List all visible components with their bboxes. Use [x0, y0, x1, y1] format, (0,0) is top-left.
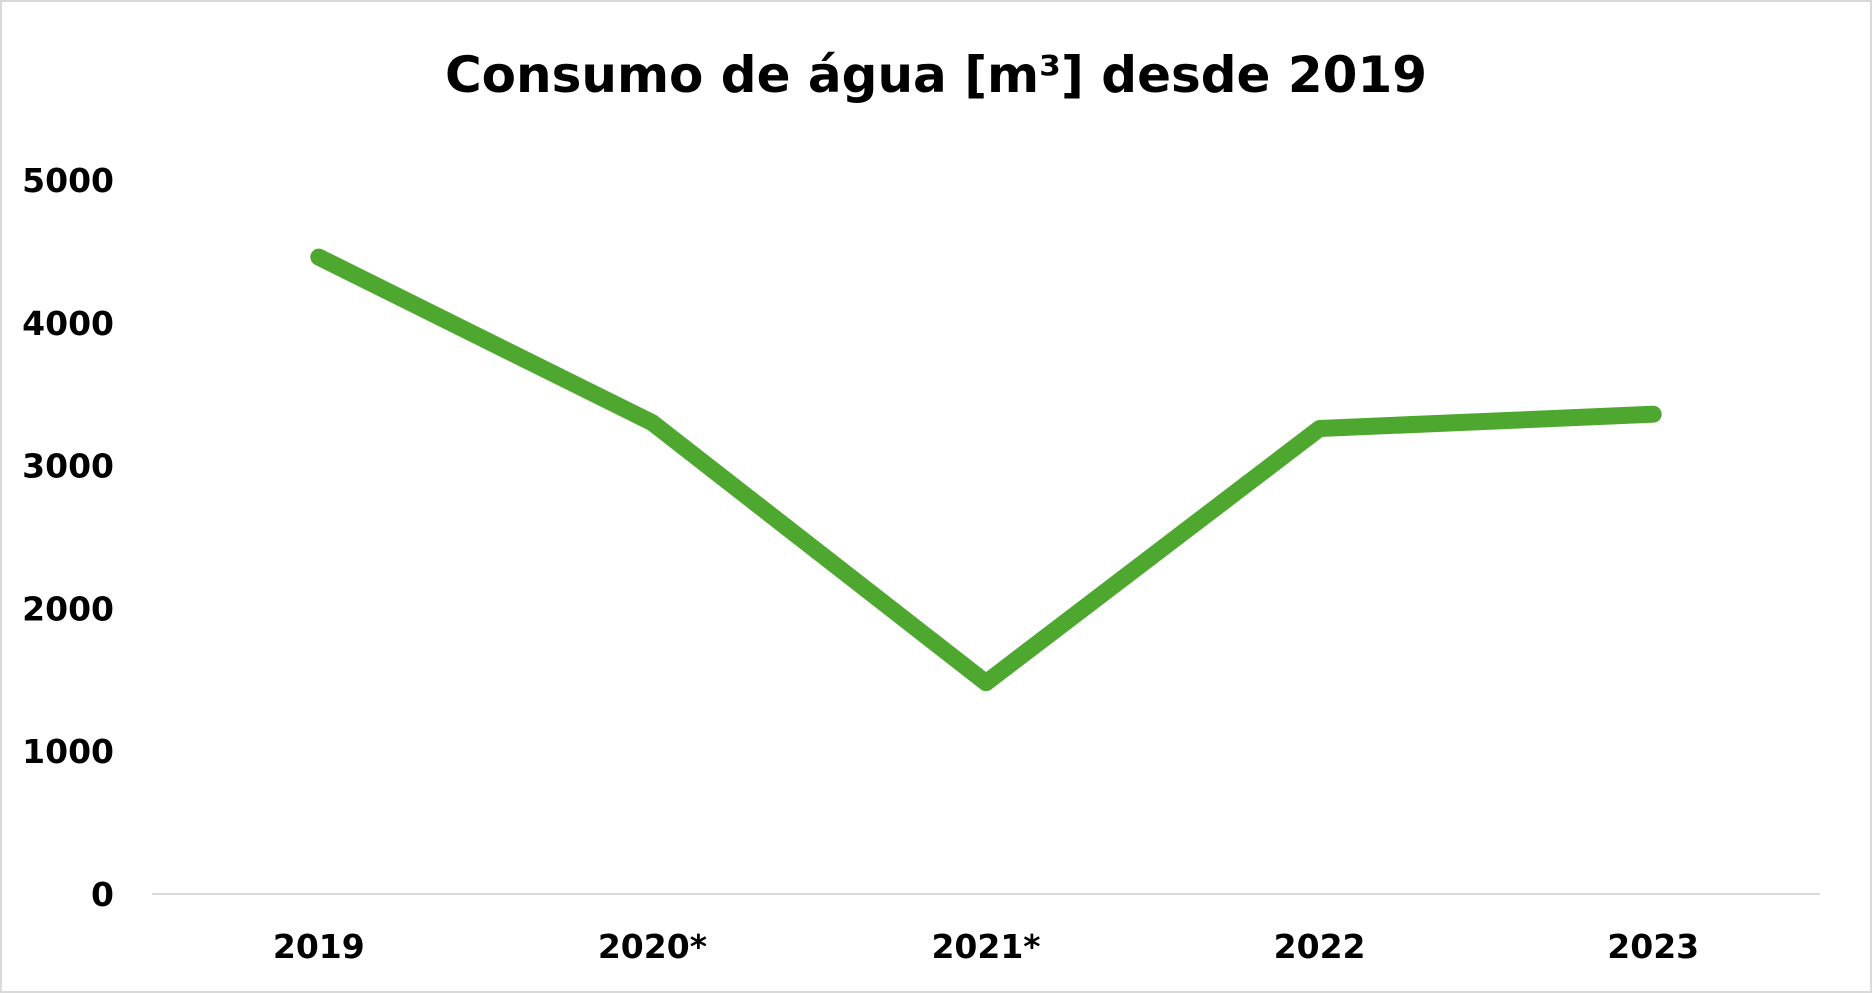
x-tick-label: 2021* [931, 927, 1040, 966]
data-point [1318, 427, 1321, 430]
data-point [985, 681, 987, 684]
series-group [310, 248, 1662, 692]
x-tick-label: 2022 [1274, 927, 1366, 966]
x-tick-label: 2023 [1607, 927, 1699, 966]
data-point [1652, 413, 1655, 416]
y-tick-label: 2000 [22, 589, 114, 628]
y-tick-label: 3000 [22, 447, 114, 486]
y-tick-label: 5000 [22, 161, 114, 200]
x-axis-tick-labels: 2019 2020* 2021* 2022 2023 [273, 927, 1699, 966]
data-point [651, 421, 654, 424]
series-line [310, 248, 1662, 692]
y-tick-label: 4000 [22, 304, 114, 343]
y-tick-label: 0 [91, 875, 114, 914]
x-tick-label: 2019 [273, 927, 365, 966]
y-tick-label: 1000 [22, 732, 114, 771]
data-point [317, 256, 320, 259]
chart-title: Consumo de água [m³] desde 2019 [444, 46, 1428, 104]
x-tick-label: 2020* [598, 927, 707, 966]
y-axis-tick-labels: 0 1000 2000 3000 4000 5000 [22, 161, 114, 914]
